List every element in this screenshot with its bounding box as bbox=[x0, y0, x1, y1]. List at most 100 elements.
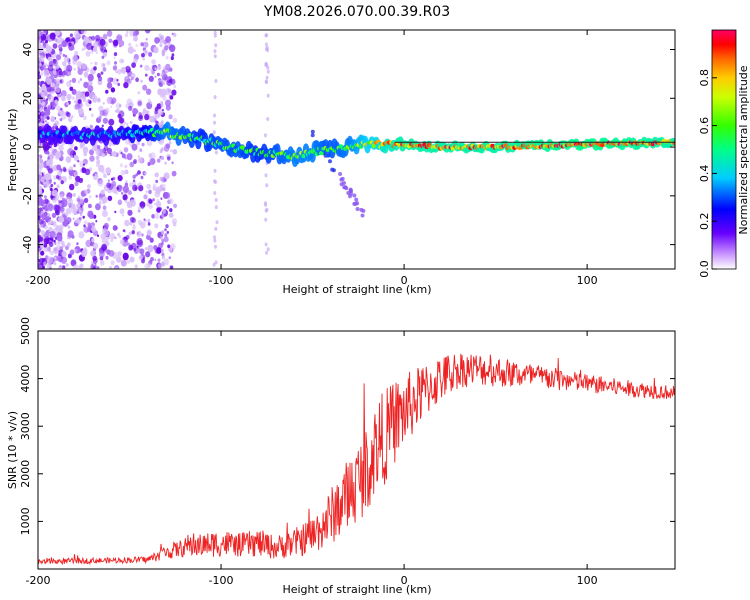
spectrogram-noise-point bbox=[124, 33, 129, 38]
spectrogram-noise-point bbox=[135, 30, 140, 35]
spectrogram-noise-point bbox=[137, 157, 143, 164]
spectrogram-noise-point bbox=[60, 217, 65, 223]
spectrogram-noise-point bbox=[157, 113, 161, 118]
spectrogram-noise-point bbox=[165, 143, 170, 149]
spectrogram-noise-point bbox=[101, 170, 105, 174]
spectrogram-noise-point bbox=[144, 30, 151, 34]
spectrogram-streak-point bbox=[212, 130, 216, 135]
spectrogram-noise-point bbox=[90, 62, 93, 65]
spectrogram-noise-point bbox=[87, 222, 92, 228]
spectrogram-branch-point bbox=[360, 213, 365, 218]
spectrogram-noise-point bbox=[109, 233, 116, 240]
spectrogram-noise-point bbox=[69, 183, 75, 191]
spectrogram-noise-point bbox=[58, 44, 63, 49]
spectrogram-noise-point bbox=[53, 175, 57, 180]
spectrogram-noise-point bbox=[102, 117, 108, 124]
spectrogram-noise-point bbox=[87, 73, 94, 82]
spectrogram-noise-point bbox=[128, 105, 133, 111]
spectrogram-streak-point bbox=[264, 173, 268, 178]
spectrogram-noise-point bbox=[86, 42, 93, 51]
spectrogram-noise-point bbox=[140, 175, 144, 180]
spectrogram-noise-point bbox=[83, 71, 89, 78]
spectrogram-noise-point bbox=[57, 37, 63, 44]
spectrogram-noise-point bbox=[83, 151, 87, 157]
spectrogram-noise-point bbox=[99, 38, 106, 46]
spectrogram-noise-point bbox=[52, 246, 59, 255]
spectrogram-noise-point bbox=[45, 39, 48, 44]
spectrogram-noise-point bbox=[46, 150, 50, 155]
spectrogram-noise-point bbox=[164, 161, 167, 165]
spectrogram-noise-point bbox=[123, 81, 129, 89]
spectrogram-noise-point bbox=[111, 180, 117, 187]
spectrogram-noise-point bbox=[69, 249, 75, 256]
spectrogram-noise-point bbox=[149, 101, 153, 105]
spectrogram-noise-point bbox=[120, 188, 123, 192]
spectrogram-noise-point bbox=[60, 180, 64, 185]
spectrogram-noise-point bbox=[147, 98, 151, 103]
spectrogram-branch-point bbox=[354, 197, 359, 202]
spectrogram-noise-point bbox=[43, 69, 50, 77]
spectrogram-streak-point bbox=[264, 79, 268, 84]
spectrogram-noise-point bbox=[73, 164, 76, 168]
spectrogram-noise-point bbox=[43, 30, 47, 33]
spectrogram-branch-point bbox=[310, 129, 315, 134]
spectrogram-noise-point bbox=[171, 32, 174, 36]
spectrogram-noise-point bbox=[59, 246, 63, 251]
spectrogram-noise-point bbox=[124, 199, 128, 204]
spectrogram-noise-point bbox=[117, 232, 121, 237]
spectrogram-noise-point bbox=[147, 218, 151, 223]
spectrogram-x-tick-label: -200 bbox=[26, 274, 51, 287]
spectrogram-noise-point bbox=[99, 250, 105, 258]
snr-y-tick-label: 4000 bbox=[19, 365, 32, 393]
spectrogram-branch-point bbox=[359, 207, 364, 212]
spectrogram-noise-point bbox=[90, 250, 96, 257]
spectrogram-streak-point bbox=[264, 42, 268, 47]
spectrogram-noise-point bbox=[61, 95, 66, 102]
spectrogram-noise-point bbox=[99, 197, 102, 201]
spectrogram-noise-point bbox=[165, 63, 171, 71]
spectrogram-noise-point bbox=[154, 258, 157, 261]
snr-x-axis-label: Height of straight line (km) bbox=[282, 583, 431, 596]
spectrogram-branch-point bbox=[352, 201, 357, 206]
spectrogram-noise-point bbox=[46, 64, 49, 67]
snr-y-tick-label: 5000 bbox=[19, 317, 32, 345]
spectrogram-noise-point bbox=[154, 172, 159, 178]
spectrogram-noise-point bbox=[164, 192, 171, 199]
spectrogram-branch-point bbox=[339, 182, 344, 187]
spectrogram-noise-point bbox=[129, 216, 135, 223]
spectrogram-noise-point bbox=[96, 145, 101, 150]
spectrogram-noise-point bbox=[59, 80, 63, 83]
spectrogram-noise-point bbox=[83, 197, 89, 204]
spectrogram-noise-point bbox=[83, 81, 89, 89]
spectrogram-streak-point bbox=[266, 65, 270, 70]
spectrogram-noise-point bbox=[145, 190, 148, 193]
spectrogram-noise-point bbox=[121, 59, 125, 64]
spectrogram-streak-point bbox=[214, 226, 218, 231]
spectrogram-noise-point bbox=[79, 210, 82, 213]
spectrogram-noise-point bbox=[124, 121, 127, 125]
spectrogram-noise-point bbox=[129, 182, 134, 188]
spectrogram-noise-point bbox=[168, 114, 173, 120]
spectrogram-streak-point bbox=[264, 242, 268, 247]
spectrogram-noise-point bbox=[121, 213, 125, 217]
spectrogram-noise-point bbox=[130, 76, 134, 81]
spectrogram-noise-point bbox=[114, 190, 119, 195]
spectrogram-noise-point bbox=[46, 160, 50, 165]
spectrogram-noise-point bbox=[122, 194, 128, 201]
spectrogram-noise-point bbox=[128, 42, 132, 47]
spectrogram-noise-point bbox=[126, 78, 132, 85]
spectrogram-streak-point bbox=[264, 33, 268, 38]
spectrogram-noise-point bbox=[59, 194, 64, 199]
spectrogram-noise-point bbox=[102, 200, 106, 205]
spectrogram-noise-point bbox=[103, 230, 109, 237]
spectrogram-noise-point bbox=[139, 148, 143, 153]
spectrogram-noise-point bbox=[55, 87, 61, 93]
spectrogram-noise-point bbox=[137, 91, 141, 95]
spectrogram-noise-point bbox=[141, 233, 144, 237]
spectrogram-noise-point bbox=[166, 79, 173, 86]
spectrogram-noise-point bbox=[67, 148, 74, 156]
spectrogram-noise-point bbox=[102, 51, 108, 57]
spectrogram-noise-point bbox=[163, 39, 168, 45]
spectrogram-noise-point bbox=[89, 81, 93, 86]
